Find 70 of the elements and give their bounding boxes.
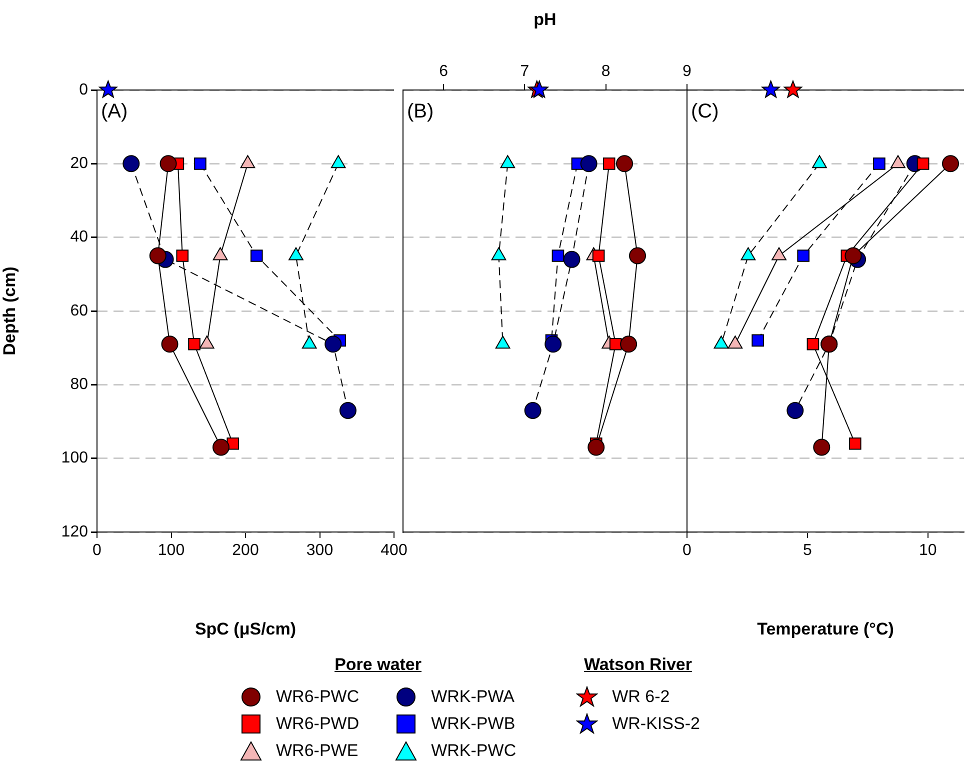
point — [848, 437, 862, 450]
y-tick-label: 40 — [70, 228, 88, 246]
legend-label: WRK-PWB — [430, 712, 516, 734]
y-tick-label: 60 — [70, 302, 88, 320]
point — [784, 80, 802, 98]
point — [194, 158, 206, 170]
x-tick-label: 7 — [520, 62, 530, 80]
text: Watson River — [583, 655, 694, 675]
y-tick-label: 100 — [61, 450, 88, 467]
x-axis-title: pH — [534, 10, 556, 29]
point — [602, 158, 616, 170]
x-tick-label: 9 — [682, 62, 692, 80]
point — [797, 250, 810, 262]
legend-label: WR-KISS-2 — [611, 712, 700, 734]
y-tick-label: 0 — [79, 81, 88, 98]
point — [176, 250, 189, 262]
annotation: (B) — [407, 100, 434, 123]
point — [873, 158, 886, 170]
point — [161, 336, 178, 353]
legend-label: WRK-PWA — [430, 686, 516, 708]
point — [524, 402, 542, 419]
annotation: (A) — [101, 100, 128, 123]
x-tick-label: 0 — [92, 542, 102, 560]
point — [339, 402, 356, 419]
point — [844, 247, 862, 264]
point — [324, 336, 342, 353]
point — [588, 438, 605, 456]
point — [762, 80, 780, 98]
legend-title: Pore water — [334, 655, 423, 675]
point — [629, 247, 646, 264]
x-tick-label: 0 — [682, 542, 692, 560]
point — [580, 155, 598, 172]
y-tick-label: 20 — [70, 155, 88, 172]
x-axis-title: Temperature (°C) — [757, 619, 894, 638]
point — [942, 155, 960, 172]
x-tick-label: 100 — [158, 542, 185, 560]
x-tick-label: 8 — [601, 62, 610, 80]
y-axis-title: Depth (cm) — [0, 266, 19, 356]
point — [99, 80, 118, 98]
point — [786, 402, 804, 419]
point — [616, 155, 634, 172]
annotation: (C) — [691, 100, 719, 123]
legend-label: WR6-PWE — [275, 740, 360, 762]
point — [544, 336, 562, 353]
x-tick-label: 300 — [306, 542, 334, 560]
point — [552, 250, 564, 262]
point — [212, 438, 230, 456]
legend-label: WRK-PWC — [430, 740, 516, 762]
legend-label: WR6-PWD — [275, 712, 360, 734]
legend-label: WR6-PWC — [275, 686, 360, 708]
x-tick-label: 200 — [232, 542, 259, 560]
y-tick-label: 80 — [70, 376, 88, 394]
point — [813, 438, 830, 456]
point — [188, 338, 200, 350]
point — [149, 247, 166, 264]
point — [563, 250, 580, 268]
point — [160, 155, 177, 172]
x-axis-title: SpC (μS/cm) — [194, 619, 296, 638]
point — [250, 250, 263, 262]
x-tick-label: 10 — [918, 542, 937, 560]
legend-label: WR 6-2 — [611, 686, 671, 708]
x-tick-label: 5 — [802, 542, 812, 560]
point — [620, 336, 638, 353]
point — [806, 338, 820, 350]
x-tick-label: 6 — [439, 62, 448, 80]
x-tick-label: 400 — [380, 542, 408, 560]
y-tick-label: 120 — [61, 523, 88, 540]
point — [122, 155, 140, 172]
point — [752, 334, 764, 347]
point — [916, 158, 930, 170]
